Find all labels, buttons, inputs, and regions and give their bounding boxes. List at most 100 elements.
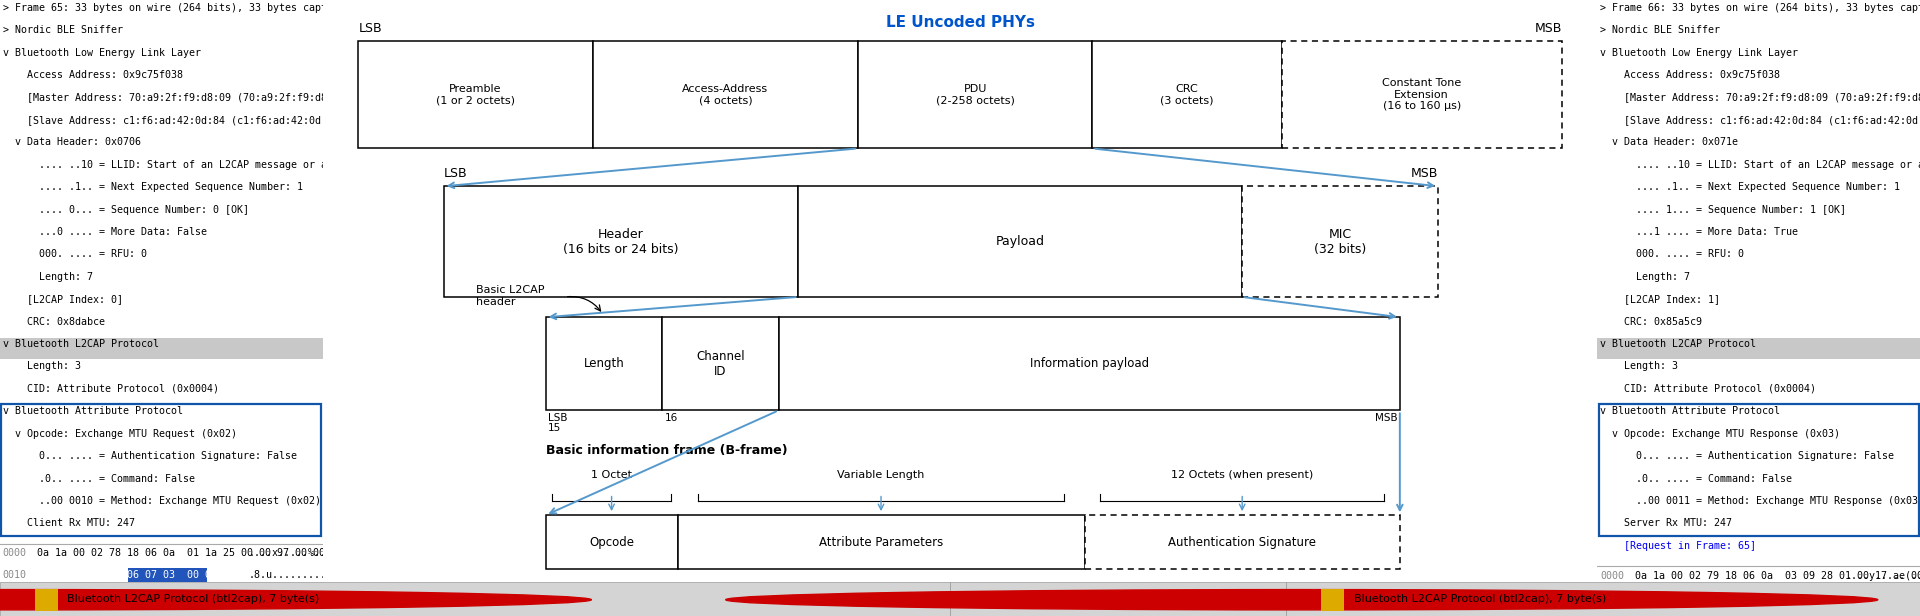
Text: .0.. .... = Command: False: .0.. .... = Command: False xyxy=(1599,474,1791,484)
Text: .... .1.. = Next Expected Sequence Number: 1: .... .1.. = Next Expected Sequence Numbe… xyxy=(2,182,303,192)
Text: v Bluetooth Attribute Protocol: v Bluetooth Attribute Protocol xyxy=(2,407,182,416)
Text: Channel
ID: Channel ID xyxy=(697,350,745,378)
Text: 73: 73 xyxy=(36,591,50,601)
Bar xyxy=(950,582,1286,616)
Text: 0... .... = Authentication Signature: False: 0... .... = Authentication Signature: Fa… xyxy=(1599,451,1893,461)
Bar xyxy=(799,186,1242,297)
Text: PDU
(2-258 octets): PDU (2-258 octets) xyxy=(935,84,1014,105)
Text: Variable Length: Variable Length xyxy=(837,470,925,480)
Text: Attribute Parameters: Attribute Parameters xyxy=(820,536,943,549)
Circle shape xyxy=(726,590,1878,610)
Text: .... 1... = Sequence Number: 1 [OK]: .... 1... = Sequence Number: 1 [OK] xyxy=(1599,205,1845,214)
Text: MSB: MSB xyxy=(1534,22,1561,35)
Text: CID: Attribute Protocol (0x0004): CID: Attribute Protocol (0x0004) xyxy=(1599,384,1816,394)
Text: MIC
(32 bits): MIC (32 bits) xyxy=(1313,227,1365,256)
Text: 0a 1a 00 02 78 18 06 0a  01 1a 25 00 00 97 00 00: 0a 1a 00 02 78 18 06 0a 01 1a 25 00 00 9… xyxy=(36,548,324,558)
Text: > Nordic BLE Sniffer: > Nordic BLE Sniffer xyxy=(2,25,123,35)
Text: ..00 0010 = Method: Exchange MTU Request (0x02): ..00 0010 = Method: Exchange MTU Request… xyxy=(2,496,321,506)
Text: > Frame 66: 33 bytes on wire (264 bits), 33 bytes captured (264 bits): > Frame 66: 33 bytes on wire (264 bits),… xyxy=(1599,3,1920,13)
Bar xyxy=(1599,403,1918,537)
Text: .... 0... = Sequence Number: 0 [OK]: .... 0... = Sequence Number: 0 [OK] xyxy=(2,205,248,214)
Text: 0000: 0000 xyxy=(1599,571,1624,581)
Bar xyxy=(0,338,323,359)
Text: Server Rx MTU: 247: Server Rx MTU: 247 xyxy=(1599,519,1732,529)
Text: LSB: LSB xyxy=(549,413,568,423)
Text: 000. .... = RFU: 0: 000. .... = RFU: 0 xyxy=(2,249,146,259)
Text: LE Uncoded PHYs: LE Uncoded PHYs xyxy=(885,15,1035,30)
Text: Payload: Payload xyxy=(996,235,1044,248)
Text: ....x.....%.....: ....x.....%..... xyxy=(248,548,344,558)
Text: > Nordic BLE Sniffer: > Nordic BLE Sniffer xyxy=(1599,25,1720,35)
Text: v Opcode: Exchange MTU Request (0x02): v Opcode: Exchange MTU Request (0x02) xyxy=(2,429,236,439)
Text: ....y.....(....: ....y.....(.... xyxy=(1845,571,1920,581)
Text: 000. .... = RFU: 0: 000. .... = RFU: 0 xyxy=(1599,249,1743,259)
Bar xyxy=(129,569,207,589)
Text: Constant Tone
Extension
(16 to 160 μs): Constant Tone Extension (16 to 160 μs) xyxy=(1382,78,1461,111)
Text: ...0 .... = More Data: False: ...0 .... = More Data: False xyxy=(2,227,207,237)
Bar xyxy=(545,515,678,569)
Text: Header
(16 bits or 24 bits): Header (16 bits or 24 bits) xyxy=(563,227,680,256)
Text: [Slave Address: c1:f6:ad:42:0d:84 (c1:f6:ad:42:0d:84)]: [Slave Address: c1:f6:ad:42:0d:84 (c1:f6… xyxy=(1599,115,1920,125)
Bar xyxy=(1085,515,1400,569)
Text: Length: 7: Length: 7 xyxy=(2,272,92,282)
Text: 0010: 0010 xyxy=(2,570,27,580)
Text: ..00 0011 = Method: Exchange MTU Response (0x03): ..00 0011 = Method: Exchange MTU Respons… xyxy=(1599,496,1920,506)
Text: 0020: 0020 xyxy=(2,591,27,601)
Text: v Opcode: Exchange MTU Response (0x03): v Opcode: Exchange MTU Response (0x03) xyxy=(1599,429,1839,439)
Text: .... ..10 = LLID: Start of an L2CAP message or a complete L2CAP: .... ..10 = LLID: Start of an L2CAP mess… xyxy=(2,160,417,170)
Text: > Frame 65: 33 bytes on wire (264 bits), 33 bytes captured (264 bits): > Frame 65: 33 bytes on wire (264 bits),… xyxy=(2,3,417,13)
Text: .... .1.. = Next Expected Sequence Number: 1: .... .1.. = Next Expected Sequence Numbe… xyxy=(1599,182,1901,192)
Text: LSB: LSB xyxy=(359,22,382,35)
Text: Access Address: 0x9c75f038: Access Address: 0x9c75f038 xyxy=(1599,70,1780,80)
Text: [L2CAP Index: 0]: [L2CAP Index: 0] xyxy=(2,294,123,304)
Text: .8.u............: .8.u............ xyxy=(248,570,344,580)
Text: .: . xyxy=(1845,614,1851,616)
Text: 12 Octets (when present): 12 Octets (when present) xyxy=(1171,470,1313,480)
Bar xyxy=(678,515,1085,569)
Text: [Master Address: 70:a9:2f:f9:d8:09 (70:a9:2f:f9:d8:09)]: [Master Address: 70:a9:2f:f9:d8:09 (70:a… xyxy=(1599,92,1920,102)
Bar xyxy=(1597,338,1920,359)
Text: Bluetooth L2CAP Protocol (btl2cap), 7 byte(s): Bluetooth L2CAP Protocol (btl2cap), 7 by… xyxy=(67,594,319,604)
Bar xyxy=(35,589,58,611)
Text: 0010: 0010 xyxy=(1599,593,1624,602)
Bar xyxy=(662,317,780,410)
Text: [Master Address: 70:a9:2f:f9:d8:09 (70:a9:2f:f9:d8:09)]: [Master Address: 70:a9:2f:f9:d8:09 (70:a… xyxy=(2,92,357,102)
Text: LSB: LSB xyxy=(444,168,467,180)
Bar xyxy=(1321,589,1344,611)
Bar xyxy=(1242,186,1438,297)
Text: 1 Octet: 1 Octet xyxy=(591,470,632,480)
Bar xyxy=(444,186,799,297)
Text: 分组: 1698 · 已显示: 0: 分组: 1698 · 已显示: 0 xyxy=(1071,594,1164,604)
Circle shape xyxy=(0,590,591,610)
Text: 0... .... = Authentication Signature: False: 0... .... = Authentication Signature: Fa… xyxy=(2,451,296,461)
Text: Information payload: Information payload xyxy=(1029,357,1148,370)
Text: v Bluetooth L2CAP Protocol: v Bluetooth L2CAP Protocol xyxy=(2,339,159,349)
Text: .8.u............: .8.u............ xyxy=(1845,593,1920,602)
Bar xyxy=(858,41,1092,148)
Text: 16: 16 xyxy=(664,413,678,423)
Text: 00 38 f0 75 9c 1e 07 03  00 04 00 03 f7 00 a1 a5: 00 38 f0 75 9c 1e 07 03 00 04 00 03 f7 0… xyxy=(1634,593,1920,602)
Text: MSB: MSB xyxy=(1375,413,1398,423)
Bar xyxy=(545,317,662,410)
Text: .0.. .... = Command: False: .0.. .... = Command: False xyxy=(2,474,194,484)
Text: CRC
(3 octets): CRC (3 octets) xyxy=(1160,84,1213,105)
Text: v Data Header: 0x0706: v Data Header: 0x0706 xyxy=(2,137,140,147)
Text: Access Address: 0x9c75f038: Access Address: 0x9c75f038 xyxy=(2,70,182,80)
Bar xyxy=(359,41,593,148)
Text: [L2CAP Index: 1]: [L2CAP Index: 1] xyxy=(1599,294,1720,304)
Bar xyxy=(593,41,858,148)
Text: 0a 1a 00 02 79 18 06 0a  03 09 28 01 00 17 ae 00: 0a 1a 00 02 79 18 06 0a 03 09 28 01 00 1… xyxy=(1634,571,1920,581)
Text: .... ..10 = LLID: Start of an L2CAP message or a complete: .... ..10 = LLID: Start of an L2CAP mess… xyxy=(1599,160,1920,170)
Text: 00 38 f0 75 9c 06 07 03  00 04 00 02 f7 00 b1 d5: 00 38 f0 75 9c 06 07 03 00 04 00 02 f7 0… xyxy=(36,570,324,580)
Text: Basic L2CAP
header: Basic L2CAP header xyxy=(476,285,543,307)
Bar xyxy=(0,582,950,616)
Text: Authentication Signature: Authentication Signature xyxy=(1167,536,1317,549)
Bar xyxy=(2,403,321,537)
Bar xyxy=(1283,41,1561,148)
Text: 0020: 0020 xyxy=(1599,614,1624,616)
Bar xyxy=(1092,41,1283,148)
Text: Client Rx MTU: 247: Client Rx MTU: 247 xyxy=(2,519,134,529)
Text: 15: 15 xyxy=(549,423,561,433)
Text: [Request in Frame: 65]: [Request in Frame: 65] xyxy=(1599,541,1757,551)
Text: s: s xyxy=(248,591,253,601)
